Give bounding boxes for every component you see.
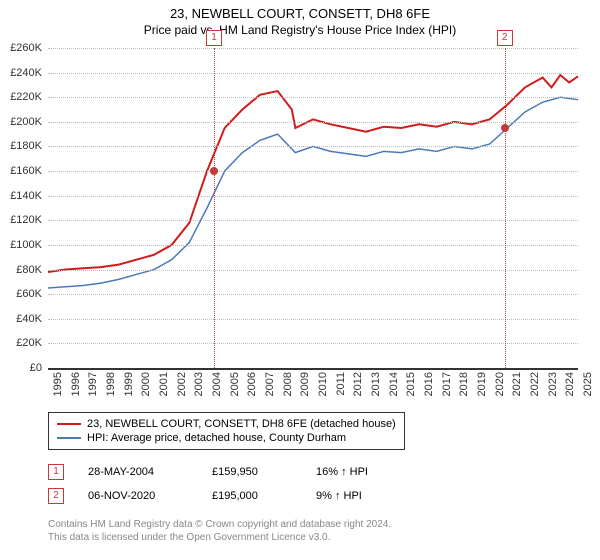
gridline-h xyxy=(48,97,578,98)
x-axis-label: 2003 xyxy=(193,372,205,396)
y-axis-label: £80K xyxy=(16,264,42,276)
legend-swatch-hpi xyxy=(57,437,81,439)
gridline-h xyxy=(48,171,578,172)
gridline-h xyxy=(48,270,578,271)
footer-line-1: Contains HM Land Registry data © Crown c… xyxy=(48,518,391,531)
chart-plot-area: £0£20K£40K£60K£80K£100K£120K£140K£160K£1… xyxy=(48,48,578,370)
gridline-h xyxy=(48,73,578,74)
series-line-hpi xyxy=(48,97,578,288)
gridline-h xyxy=(48,122,578,123)
x-axis-label: 2013 xyxy=(370,372,382,396)
gridline-h xyxy=(48,319,578,320)
sale-pct-2: 9% ↑ HPI xyxy=(316,490,396,502)
x-axis-label: 2015 xyxy=(405,372,417,396)
x-axis-label: 2010 xyxy=(317,372,329,396)
x-axis-label: 2000 xyxy=(140,372,152,396)
x-axis-label: 2025 xyxy=(582,372,594,396)
sale-date-2: 06-NOV-2020 xyxy=(88,490,188,502)
legend-label-property: 23, NEWBELL COURT, CONSETT, DH8 6FE (det… xyxy=(87,418,396,430)
x-axis-label: 2011 xyxy=(335,372,347,396)
x-axis-label: 2022 xyxy=(529,372,541,396)
gridline-h xyxy=(48,196,578,197)
x-axis-label: 2001 xyxy=(158,372,170,396)
x-axis-label: 2008 xyxy=(282,372,294,396)
y-axis-label: £260K xyxy=(10,42,42,54)
series-line-property xyxy=(48,75,578,272)
gridline-h xyxy=(48,48,578,49)
y-axis-label: £20K xyxy=(16,337,42,349)
y-axis-label: £220K xyxy=(10,91,42,103)
sale-marker-2: 2 xyxy=(48,488,64,504)
sale-price-2: £195,000 xyxy=(212,490,292,502)
legend-row-hpi: HPI: Average price, detached house, Coun… xyxy=(57,431,396,445)
gridline-h xyxy=(48,245,578,246)
sale-marker-1: 1 xyxy=(48,464,64,480)
legend-box: 23, NEWBELL COURT, CONSETT, DH8 6FE (det… xyxy=(48,412,405,450)
line-svg xyxy=(48,48,578,368)
y-axis-label: £120K xyxy=(10,214,42,226)
sale-row-2: 2 06-NOV-2020 £195,000 9% ↑ HPI xyxy=(48,484,396,508)
legend-label-hpi: HPI: Average price, detached house, Coun… xyxy=(87,432,346,444)
gridline-h xyxy=(48,294,578,295)
sale-marker-line xyxy=(505,48,506,368)
sale-price-1: £159,950 xyxy=(212,466,292,478)
sale-marker-line xyxy=(214,48,215,368)
sale-date-1: 28-MAY-2004 xyxy=(88,466,188,478)
sale-marker-box: 1 xyxy=(206,30,222,46)
x-axis-label: 2005 xyxy=(229,372,241,396)
gridline-h xyxy=(48,220,578,221)
x-axis-label: 2023 xyxy=(547,372,559,396)
x-axis-label: 2014 xyxy=(388,372,400,396)
x-axis-label: 1997 xyxy=(87,372,99,396)
x-axis-label: 2018 xyxy=(458,372,470,396)
x-axis-label: 2002 xyxy=(176,372,188,396)
footer-line-2: This data is licensed under the Open Gov… xyxy=(48,531,391,544)
x-axis-label: 2019 xyxy=(476,372,488,396)
x-axis-label: 1995 xyxy=(52,372,64,396)
y-axis-label: £60K xyxy=(16,288,42,300)
gridline-h xyxy=(48,343,578,344)
sales-table: 1 28-MAY-2004 £159,950 16% ↑ HPI 2 06-NO… xyxy=(48,460,396,508)
y-axis-label: £100K xyxy=(10,239,42,251)
footer-text: Contains HM Land Registry data © Crown c… xyxy=(48,518,391,544)
chart-container: 23, NEWBELL COURT, CONSETT, DH8 6FE Pric… xyxy=(0,0,600,560)
y-axis-label: £0 xyxy=(30,362,42,374)
x-axis-label: 1998 xyxy=(105,372,117,396)
x-axis-label: 2020 xyxy=(494,372,506,396)
x-axis-label: 2006 xyxy=(246,372,258,396)
sale-pct-1: 16% ↑ HPI xyxy=(316,466,396,478)
y-axis-label: £160K xyxy=(10,165,42,177)
y-axis-label: £40K xyxy=(16,313,42,325)
y-axis-label: £200K xyxy=(10,116,42,128)
chart-title: 23, NEWBELL COURT, CONSETT, DH8 6FE xyxy=(0,0,600,21)
sale-point xyxy=(501,124,509,132)
x-axis-label: 2021 xyxy=(511,372,523,396)
x-axis-label: 2009 xyxy=(299,372,311,396)
x-axis-label: 1996 xyxy=(70,372,82,396)
legend-swatch-property xyxy=(57,423,81,425)
y-axis-label: £240K xyxy=(10,67,42,79)
x-axis-label: 2004 xyxy=(211,372,223,396)
x-axis-label: 1999 xyxy=(123,372,135,396)
legend-row-property: 23, NEWBELL COURT, CONSETT, DH8 6FE (det… xyxy=(57,417,396,431)
sale-point xyxy=(210,167,218,175)
x-axis-label: 2017 xyxy=(441,372,453,396)
sale-row-1: 1 28-MAY-2004 £159,950 16% ↑ HPI xyxy=(48,460,396,484)
x-axis-label: 2012 xyxy=(352,372,364,396)
sale-marker-box: 2 xyxy=(497,30,513,46)
gridline-h xyxy=(48,146,578,147)
x-axis-label: 2007 xyxy=(264,372,276,396)
y-axis-label: £140K xyxy=(10,190,42,202)
x-axis-label: 2024 xyxy=(564,372,576,396)
x-axis-label: 2016 xyxy=(423,372,435,396)
y-axis-label: £180K xyxy=(10,140,42,152)
